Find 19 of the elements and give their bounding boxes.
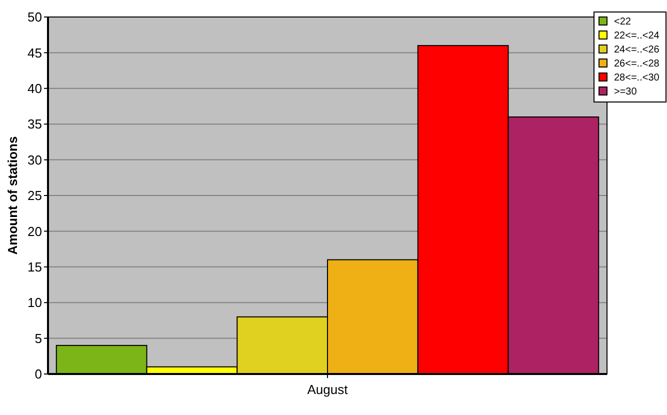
- y-tick-label: 25: [28, 188, 42, 204]
- y-tick-label: 20: [28, 224, 42, 239]
- y-tick-label: 50: [28, 10, 42, 25]
- x-tick-label: August: [307, 382, 348, 397]
- y-tick-label: 15: [28, 259, 42, 274]
- legend-label: 28<=..<30: [614, 72, 660, 84]
- y-tick-label: 30: [28, 152, 42, 168]
- legend-label: <22: [614, 16, 632, 28]
- y-tick-label: 45: [28, 45, 42, 60]
- y-tick-label: 5: [34, 330, 42, 346]
- legend-label: 24<=..<26: [614, 44, 660, 56]
- y-tick-label: 40: [28, 80, 42, 96]
- legend-label: 26<=..<28: [614, 58, 660, 70]
- y-tick-label: 35: [28, 116, 42, 132]
- y-axis-title: Amount of stations: [5, 136, 20, 255]
- legend-label: >=30: [614, 86, 638, 98]
- y-tick-label: 10: [28, 295, 42, 310]
- legend-label: 22<=..<24: [614, 30, 660, 42]
- y-tick-label: 0: [34, 366, 42, 382]
